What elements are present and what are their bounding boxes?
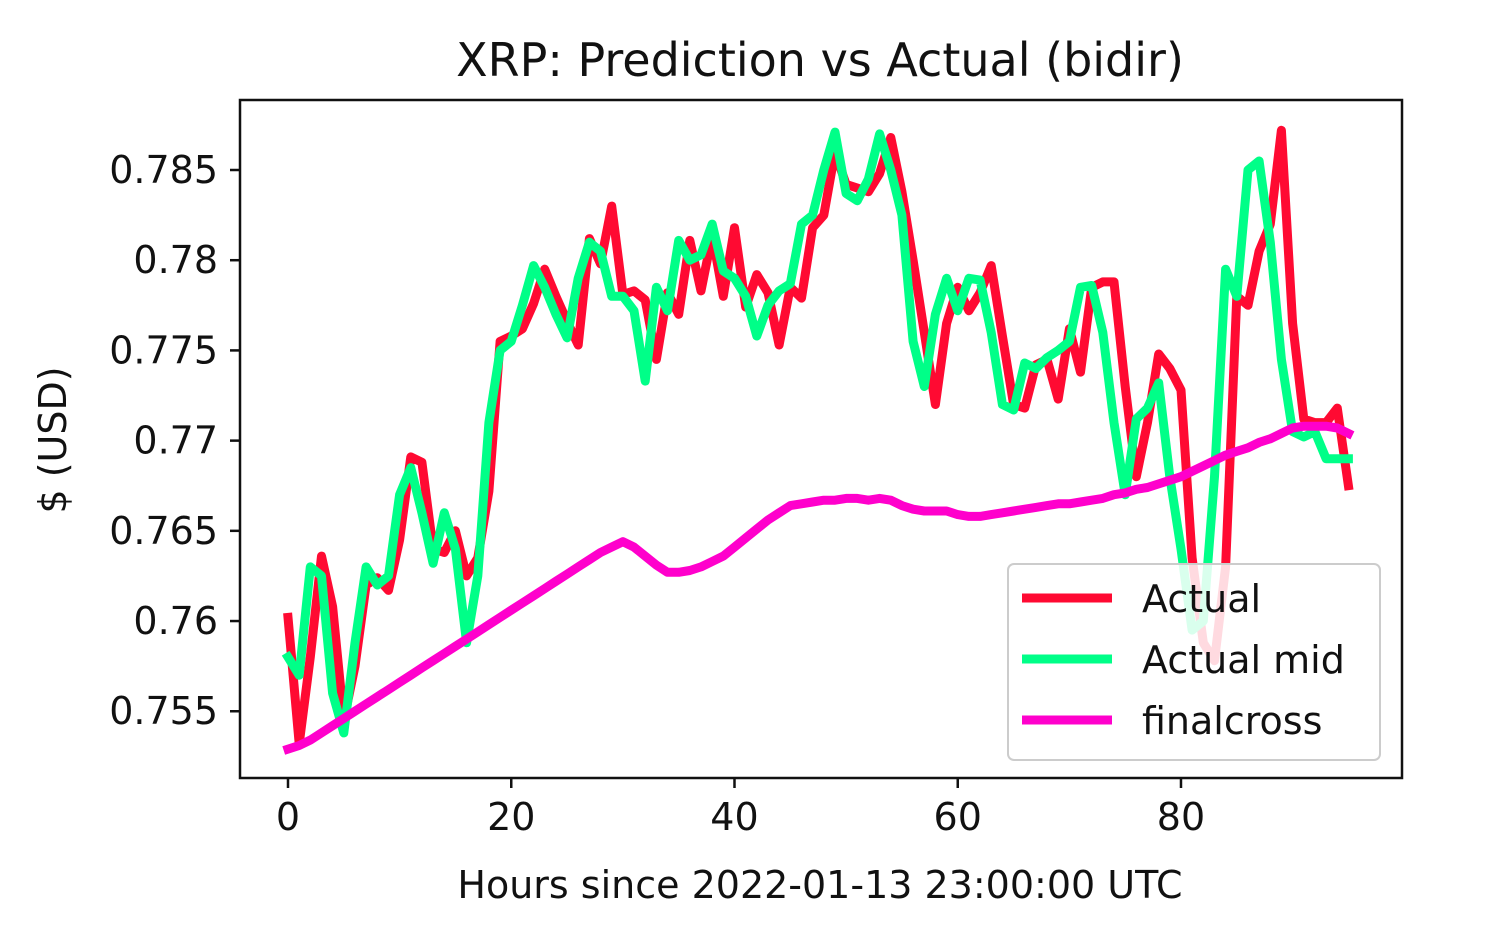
series-line-actual — [283, 125, 1354, 749]
legend-label: Actual mid — [1142, 638, 1345, 682]
y-tick-label: 0.78 — [133, 238, 218, 282]
x-axis-label: Hours since 2022-01-13 23:00:00 UTC — [457, 863, 1182, 907]
axes-frame — [238, 98, 1404, 780]
legend-label: Actual — [1142, 577, 1261, 621]
y-axis-label: $ (USD) — [31, 366, 75, 513]
y-tick-label: 0.77 — [133, 419, 218, 463]
y-tick-label: 0.755 — [109, 689, 218, 733]
series-line-finalcross — [282, 421, 1355, 755]
legend-label: finalcross — [1142, 699, 1322, 743]
x-tick-label: 0 — [276, 795, 300, 839]
axes: 0 20 40 60 80 0.755 0.76 0.765 0.77 0.775 0.78 0.78… — [109, 98, 1404, 839]
y-tick-label: 0.76 — [133, 599, 218, 643]
y-tick-label: 0.775 — [109, 328, 218, 372]
series-group — [281, 125, 1355, 755]
x-tick-label: 40 — [710, 795, 758, 839]
plot-area — [281, 125, 1355, 755]
series-line-actual-mid — [281, 127, 1353, 738]
y-tick-label: 0.785 — [109, 148, 218, 192]
x-tick-label: 60 — [934, 795, 982, 839]
legend-box — [1007, 563, 1381, 761]
x-tick-label: 20 — [487, 795, 535, 839]
legend: Actual Actual mid finalcross — [1007, 563, 1381, 761]
x-tick-label: 80 — [1157, 795, 1205, 839]
chart-title: XRP: Prediction vs Actual (bidir) — [456, 33, 1184, 87]
y-tick-label: 0.765 — [109, 509, 218, 553]
